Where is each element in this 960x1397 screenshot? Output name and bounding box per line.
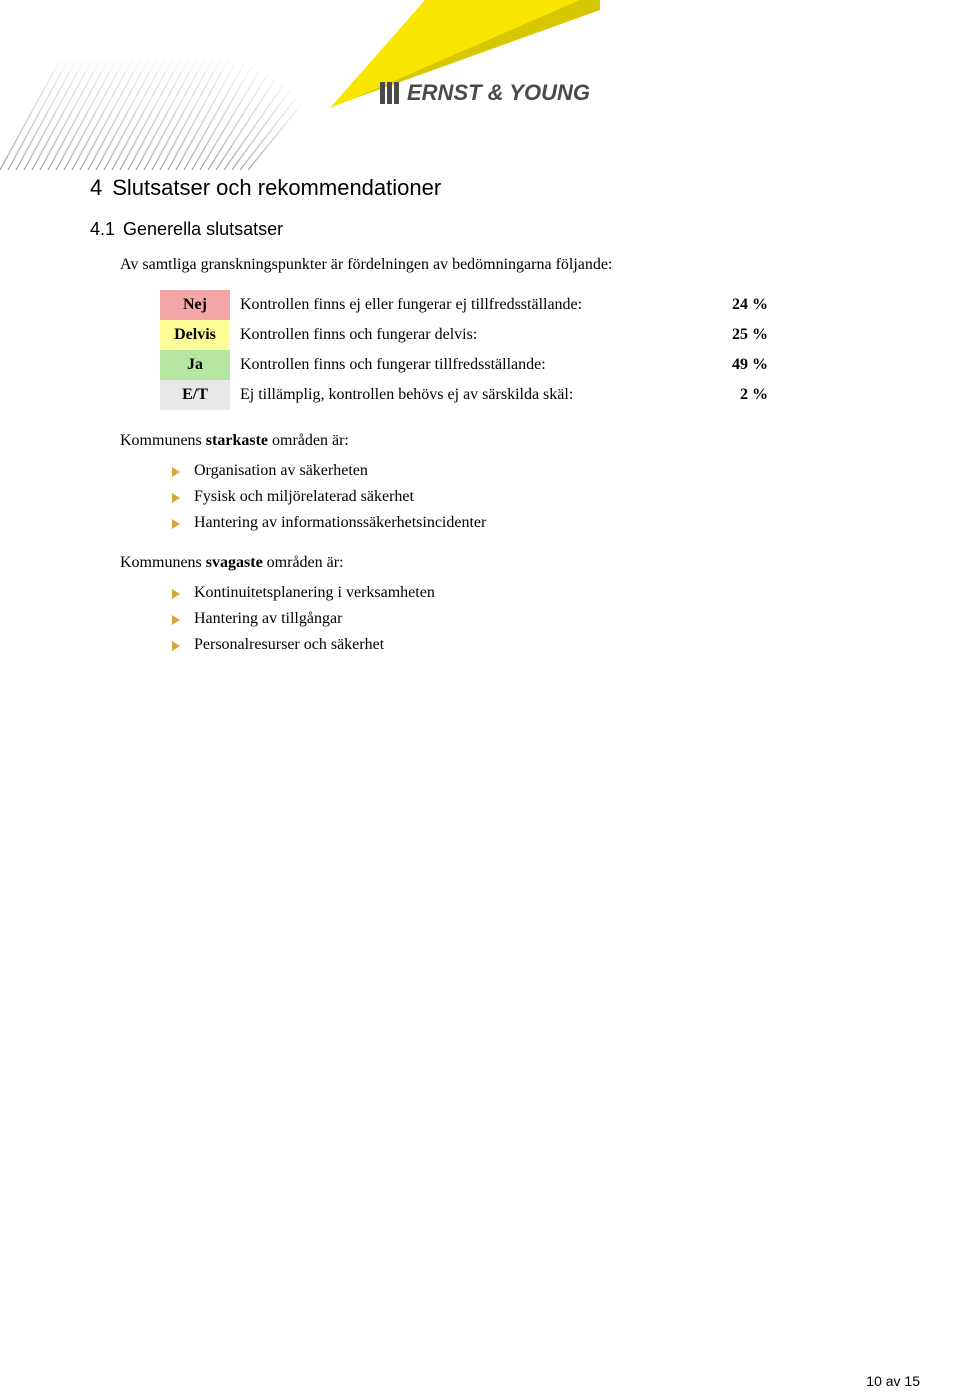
list-item: Organisation av säkerheten: [172, 458, 860, 484]
rating-pct: 2 %: [710, 380, 778, 410]
rating-tag: Nej: [160, 290, 230, 320]
rating-pct: 25 %: [710, 320, 778, 350]
weak-areas-list: Kontinuitetsplanering i verksamhetenHant…: [172, 580, 860, 658]
section-title: Slutsatser och rekommendationer: [112, 175, 441, 200]
strong-intro-bold: starkaste: [206, 432, 268, 449]
intro-text: Av samtliga granskningspunkter är fördel…: [120, 254, 860, 276]
list-item: Kontinuitetsplanering i verksamheten: [172, 580, 860, 606]
strong-intro-post: områden är:: [268, 432, 349, 449]
logo-text: ERNST & YOUNG: [407, 80, 590, 106]
table-row: NejKontrollen finns ej eller fungerar ej…: [160, 290, 778, 320]
rating-desc: Kontrollen finns ej eller fungerar ej ti…: [230, 290, 710, 320]
table-row: JaKontrollen finns och fungerar tillfred…: [160, 350, 778, 380]
rating-table: NejKontrollen finns ej eller fungerar ej…: [160, 290, 778, 410]
weak-areas-intro: Kommunens svagaste områden är:: [120, 554, 860, 572]
strong-areas-list: Organisation av säkerhetenFysisk och mil…: [172, 458, 860, 536]
subsection-title: Generella slutsatser: [123, 219, 283, 239]
table-row: E/TEj tillämplig, kontrollen behövs ej a…: [160, 380, 778, 410]
rating-tag: E/T: [160, 380, 230, 410]
weak-intro-bold: svagaste: [206, 554, 263, 571]
rating-desc: Kontrollen finns och fungerar tillfredss…: [230, 350, 710, 380]
subsection-heading: 4.1 Generella slutsatser: [90, 219, 860, 240]
section-heading: 4 Slutsatser och rekommendationer: [90, 175, 860, 201]
rating-tag: Delvis: [160, 320, 230, 350]
rating-desc: Ej tillämplig, kontrollen behövs ej av s…: [230, 380, 710, 410]
logo: ERNST & YOUNG: [380, 80, 590, 106]
rating-pct: 24 %: [710, 290, 778, 320]
rating-tag: Ja: [160, 350, 230, 380]
page: ERNST & YOUNG 4 Slutsatser och rekommenda…: [0, 0, 960, 1397]
list-item: Hantering av informationssäkerhetsincide…: [172, 510, 860, 536]
section-number: 4: [90, 175, 102, 200]
list-item: Fysisk och miljörelaterad säkerhet: [172, 484, 860, 510]
strong-intro-pre: Kommunens: [120, 432, 206, 449]
header-graphics: ERNST & YOUNG: [0, 0, 960, 170]
weak-intro-post: områden är:: [263, 554, 344, 571]
page-footer: 10 av 15: [866, 1373, 920, 1389]
list-item: Hantering av tillgångar: [172, 606, 860, 632]
logo-bars-icon: [380, 82, 399, 104]
subsection-number: 4.1: [90, 219, 115, 239]
rating-desc: Kontrollen finns och fungerar delvis:: [230, 320, 710, 350]
list-item: Personalresurser och säkerhet: [172, 632, 860, 658]
hatching-graphic: [0, 50, 305, 170]
rating-pct: 49 %: [710, 350, 778, 380]
yellow-beam: [280, 0, 600, 120]
strong-areas-intro: Kommunens starkaste områden är:: [120, 432, 860, 450]
table-row: DelvisKontrollen finns och fungerar delv…: [160, 320, 778, 350]
content: 4 Slutsatser och rekommendationer 4.1 Gene…: [90, 175, 860, 658]
weak-intro-pre: Kommunens: [120, 554, 206, 571]
